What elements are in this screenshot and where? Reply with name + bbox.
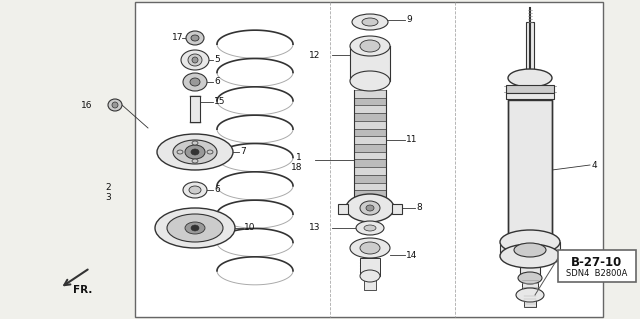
Ellipse shape	[185, 222, 205, 234]
Text: 1: 1	[296, 152, 302, 161]
Bar	[354, 182, 386, 190]
Bar	[354, 175, 386, 182]
Text: 6: 6	[214, 78, 220, 86]
Bar	[354, 152, 386, 160]
Bar	[524, 295, 536, 307]
Text: 2: 2	[105, 183, 111, 192]
Ellipse shape	[173, 140, 217, 164]
Ellipse shape	[191, 225, 199, 231]
Ellipse shape	[112, 102, 118, 108]
Bar	[520, 256, 540, 278]
Text: 4: 4	[592, 160, 598, 169]
Ellipse shape	[500, 244, 560, 268]
Bar	[354, 113, 386, 121]
Text: 11: 11	[406, 136, 417, 145]
Bar	[508, 100, 552, 240]
Bar	[522, 278, 538, 293]
Ellipse shape	[516, 288, 544, 302]
Ellipse shape	[167, 214, 223, 242]
Ellipse shape	[183, 73, 207, 91]
Ellipse shape	[181, 50, 209, 70]
Text: 18: 18	[291, 162, 302, 172]
Ellipse shape	[157, 134, 233, 170]
Bar	[354, 129, 386, 136]
Ellipse shape	[366, 205, 374, 211]
Ellipse shape	[352, 14, 388, 30]
Bar	[354, 136, 386, 144]
Bar	[354, 167, 386, 175]
Bar	[526, 22, 534, 77]
Ellipse shape	[191, 149, 199, 155]
Bar	[364, 276, 376, 290]
Bar	[360, 258, 380, 276]
Bar	[558, 250, 636, 282]
Text: 15: 15	[214, 98, 225, 107]
Ellipse shape	[360, 40, 380, 52]
Text: 10: 10	[244, 224, 255, 233]
Ellipse shape	[364, 225, 376, 231]
Bar	[338, 204, 348, 214]
Ellipse shape	[500, 230, 560, 254]
Bar	[354, 144, 386, 152]
Ellipse shape	[192, 57, 198, 63]
Text: FR.: FR.	[73, 285, 92, 295]
Ellipse shape	[186, 31, 204, 45]
Ellipse shape	[191, 35, 199, 41]
Text: 16: 16	[81, 100, 92, 109]
Ellipse shape	[350, 238, 390, 258]
Ellipse shape	[207, 150, 213, 154]
Bar	[354, 105, 386, 113]
Text: 3: 3	[105, 194, 111, 203]
Bar	[506, 93, 554, 99]
Ellipse shape	[360, 242, 380, 254]
Ellipse shape	[362, 18, 378, 26]
Ellipse shape	[508, 69, 552, 87]
Text: 12: 12	[308, 50, 320, 60]
Bar	[500, 242, 560, 256]
Ellipse shape	[108, 99, 122, 111]
Bar	[354, 90, 386, 98]
Ellipse shape	[192, 159, 198, 163]
Text: 5: 5	[214, 56, 220, 64]
Text: SDN4  B2800A: SDN4 B2800A	[566, 270, 628, 278]
Ellipse shape	[188, 54, 202, 66]
Ellipse shape	[346, 194, 394, 222]
Ellipse shape	[350, 71, 390, 91]
Text: 14: 14	[406, 250, 417, 259]
Bar	[354, 98, 386, 105]
Ellipse shape	[185, 145, 205, 159]
Text: 17: 17	[172, 33, 183, 42]
Text: 9: 9	[406, 16, 412, 25]
Ellipse shape	[360, 270, 380, 282]
Bar	[506, 85, 554, 93]
Ellipse shape	[190, 78, 200, 86]
Ellipse shape	[518, 272, 542, 284]
Text: 13: 13	[308, 224, 320, 233]
Ellipse shape	[356, 221, 384, 235]
Bar	[354, 121, 386, 129]
Ellipse shape	[514, 243, 546, 257]
Bar	[350, 46, 390, 81]
Ellipse shape	[192, 141, 198, 145]
Bar	[135, 2, 603, 317]
Bar	[354, 190, 386, 198]
Ellipse shape	[155, 208, 235, 248]
Bar	[392, 204, 402, 214]
Ellipse shape	[183, 182, 207, 198]
Ellipse shape	[189, 186, 201, 194]
Ellipse shape	[177, 150, 183, 154]
Bar	[190, 96, 200, 122]
Text: 6: 6	[214, 186, 220, 195]
Text: 7: 7	[240, 147, 246, 157]
Text: B-27-10: B-27-10	[572, 256, 623, 269]
Text: 8: 8	[416, 204, 422, 212]
Ellipse shape	[350, 36, 390, 56]
Bar	[354, 160, 386, 167]
Ellipse shape	[360, 201, 380, 215]
